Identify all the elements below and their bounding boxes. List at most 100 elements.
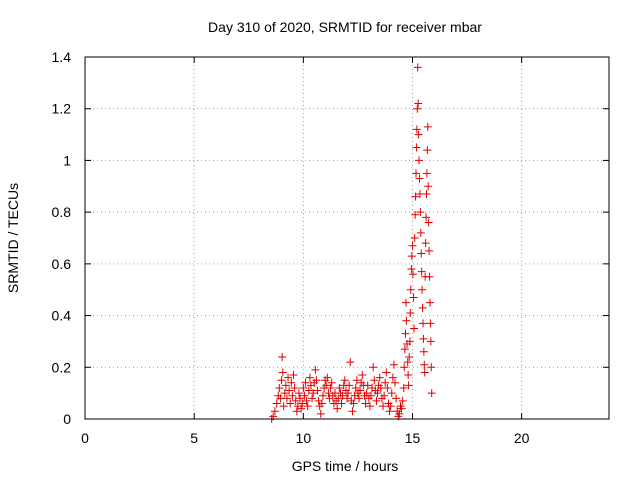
y-tick-label: 1.4: [52, 49, 72, 65]
plot-frame: [84, 56, 610, 420]
data-point: [272, 399, 281, 408]
data-point: [380, 391, 389, 400]
data-point: [404, 381, 413, 390]
data-point: [408, 241, 417, 250]
data-point: [413, 63, 422, 72]
data-point: [288, 391, 297, 400]
data-point: [421, 239, 430, 248]
data-point: [410, 324, 419, 333]
data-point: [316, 409, 325, 418]
data-point: [423, 146, 432, 155]
data-point: [322, 381, 331, 390]
grid-lines: [85, 57, 609, 419]
data-point: [372, 396, 381, 405]
data-point: [370, 376, 379, 385]
data-point: [408, 270, 417, 279]
data-point: [425, 246, 434, 255]
data-point: [418, 303, 427, 312]
data-point: [420, 368, 429, 377]
data-point: [383, 383, 392, 392]
data-point: [414, 99, 423, 108]
data-point: [400, 345, 409, 354]
data-point: [343, 394, 351, 403]
data-point: [313, 386, 322, 395]
data-point: [311, 365, 320, 374]
data-point: [420, 360, 429, 369]
data-point: [292, 407, 301, 416]
data-point: [411, 210, 420, 219]
data-point: [417, 249, 426, 258]
data-point: [278, 368, 287, 377]
data-point: [356, 386, 365, 395]
data-point: [416, 228, 425, 237]
data-point: [302, 396, 311, 405]
data-point: [409, 293, 418, 302]
data-point: [338, 391, 347, 400]
data-point: [391, 378, 400, 387]
data-point: [287, 378, 296, 387]
data-point: [296, 394, 305, 403]
data-point: [386, 402, 395, 411]
y-tick-label: 0.2: [52, 359, 72, 375]
data-point: [423, 122, 432, 131]
data-point: [270, 407, 279, 416]
x-tick-labels: 0 5 10 15 20: [81, 430, 530, 446]
data-point: [304, 386, 313, 395]
data-point: [284, 373, 293, 382]
data-point: [403, 358, 412, 367]
data-point: [388, 373, 397, 382]
data-point: [275, 383, 284, 392]
data-point: [280, 389, 289, 398]
data-point: [277, 376, 286, 385]
data-point: [369, 363, 378, 372]
data-point: [363, 381, 372, 390]
y-tick-label: 1: [63, 152, 71, 168]
data-point: [382, 368, 391, 377]
data-point: [289, 371, 298, 380]
data-point: [294, 389, 303, 398]
data-point: [327, 378, 336, 387]
data-point: [425, 298, 434, 307]
data-point: [326, 383, 335, 392]
data-point: [351, 383, 360, 392]
data-point: [308, 394, 317, 403]
data-point: [344, 389, 353, 398]
data-point: [375, 373, 384, 382]
data-point: [303, 402, 312, 411]
data-point: [417, 267, 426, 276]
data-point: [361, 399, 370, 408]
data-point: [422, 190, 431, 199]
data-point: [397, 404, 406, 413]
x-tick-label: 15: [405, 430, 421, 446]
data-point: [427, 389, 436, 398]
data-point: [381, 378, 390, 387]
data-point: [411, 192, 420, 201]
data-point: [298, 399, 307, 408]
data-point: [285, 386, 294, 395]
data-point: [401, 329, 410, 338]
data-point: [424, 182, 433, 191]
data-point: [317, 399, 326, 408]
data-point: [300, 391, 309, 400]
data-point: [299, 383, 308, 392]
x-tick-label: 5: [190, 430, 198, 446]
data-point: [318, 391, 327, 400]
data-point: [405, 337, 414, 346]
data-point: [365, 402, 374, 411]
data-point: [290, 383, 299, 392]
data-point: [415, 174, 424, 183]
data-point: [418, 285, 427, 294]
data-point: [348, 407, 357, 416]
data-point: [373, 389, 382, 398]
data-point: [422, 169, 431, 178]
data-point: [424, 218, 433, 227]
data-point: [398, 396, 407, 405]
data-point: [413, 104, 422, 113]
data-point: [279, 402, 288, 411]
data-point: [414, 130, 423, 139]
data-point: [345, 381, 354, 390]
data-point: [404, 371, 413, 380]
data-point: [367, 391, 376, 400]
